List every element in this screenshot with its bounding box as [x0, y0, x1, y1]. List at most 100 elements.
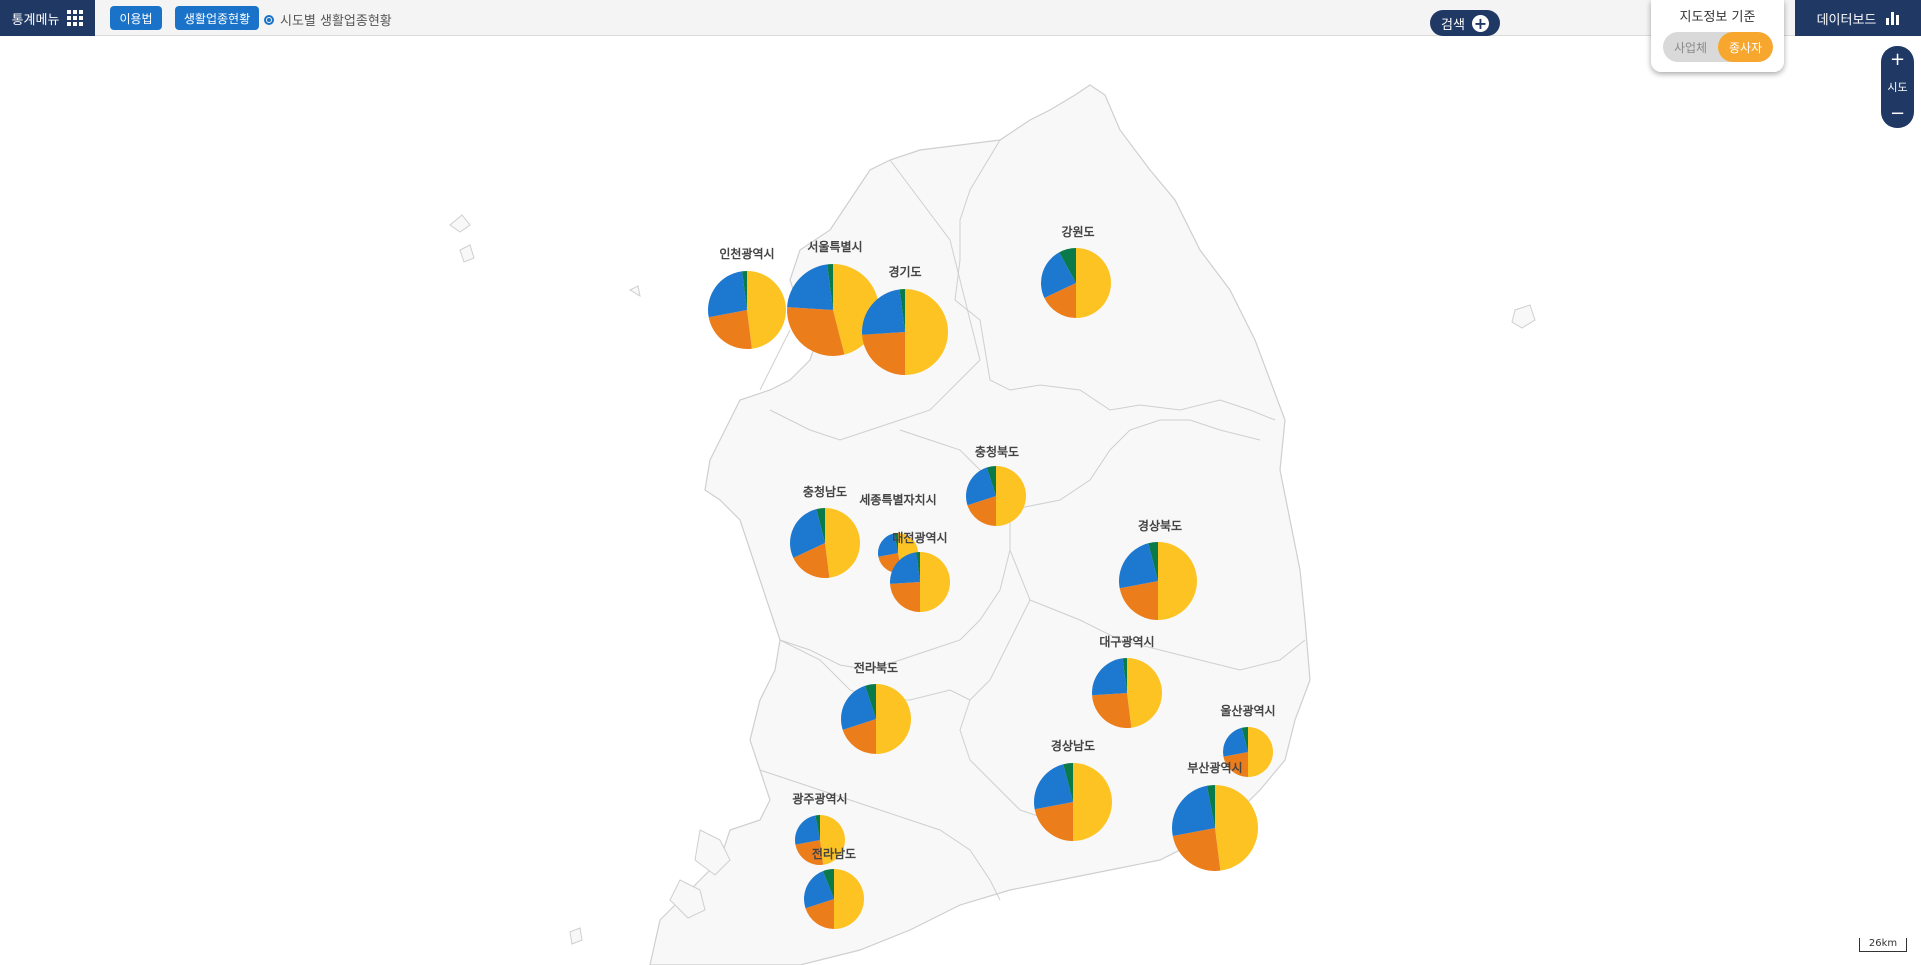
search-button[interactable]: 검색 +: [1430, 10, 1500, 36]
region-label: 대구광역시: [1099, 634, 1154, 649]
region-pie[interactable]: [1041, 248, 1111, 318]
pie-slice[interactable]: [742, 271, 747, 310]
zoom-control: + 시도 −: [1881, 46, 1914, 128]
dashboard-button[interactable]: 데이터보드: [1795, 0, 1921, 36]
pie-slice[interactable]: [827, 264, 833, 310]
pie-slice[interactable]: [805, 899, 834, 929]
pie-slice[interactable]: [862, 289, 905, 335]
basis-option-workers[interactable]: 종사자: [1718, 32, 1773, 62]
pie-slice[interactable]: [747, 271, 787, 349]
pie-slice[interactable]: [804, 871, 834, 909]
pie-slice[interactable]: [1223, 752, 1248, 777]
pie-slice[interactable]: [825, 508, 860, 578]
region-pie[interactable]: [708, 271, 787, 349]
region-pie[interactable]: [1034, 763, 1112, 841]
basis-toggle[interactable]: 사업체 종사자: [1663, 32, 1773, 62]
pie-slice[interactable]: [876, 684, 911, 754]
region-pie[interactable]: [1223, 727, 1273, 777]
pie-slice[interactable]: [1223, 727, 1248, 757]
pie-slice[interactable]: [1092, 693, 1132, 728]
pie-slice[interactable]: [1119, 543, 1158, 589]
region-pie[interactable]: [804, 869, 864, 929]
pie-slice[interactable]: [966, 467, 996, 506]
pie-slice[interactable]: [1092, 658, 1127, 696]
stats-menu-button[interactable]: 통계메뉴: [0, 0, 95, 36]
pie-slice[interactable]: [890, 582, 920, 612]
zoom-in-button[interactable]: +: [1889, 49, 1906, 70]
region-pie[interactable]: [1119, 542, 1197, 620]
pie-slice[interactable]: [878, 533, 898, 557]
region-label: 세종특별자치시: [859, 492, 936, 507]
region-label: 충청남도: [803, 484, 847, 499]
pie-slice[interactable]: [708, 271, 747, 318]
breadcrumb-label: 시도별 생활업종현황: [280, 14, 392, 29]
region-pie[interactable]: [840, 684, 911, 754]
map-basis-panel: 지도정보 기준 사업체 종사자: [1651, 0, 1784, 72]
pie-slice[interactable]: [1127, 658, 1163, 728]
plus-circle-icon: +: [1471, 13, 1489, 33]
zoom-out-button[interactable]: −: [1889, 103, 1906, 124]
pie-slice[interactable]: [842, 719, 876, 754]
region-pie[interactable]: [1172, 785, 1258, 871]
pie-slice[interactable]: [787, 307, 845, 357]
pie-slice[interactable]: [708, 310, 752, 349]
pie-slice[interactable]: [790, 509, 825, 558]
region-label: 울산광역시: [1220, 703, 1275, 718]
pie-slice[interactable]: [1206, 785, 1215, 828]
pie-slice[interactable]: [865, 684, 876, 719]
pie-slice[interactable]: [816, 508, 825, 543]
pie-slice[interactable]: [793, 543, 830, 578]
pie-slice[interactable]: [1063, 763, 1073, 802]
pie-slice[interactable]: [787, 264, 833, 310]
pie-slice[interactable]: [967, 496, 996, 526]
pie-slice[interactable]: [899, 289, 905, 332]
status-button[interactable]: 생활업종현황: [175, 6, 259, 30]
basis-title: 지도정보 기준: [1679, 10, 1756, 25]
pie-slice[interactable]: [1059, 248, 1076, 283]
pie-slice[interactable]: [795, 840, 824, 865]
region-pie[interactable]: [890, 552, 950, 612]
pie-slice[interactable]: [1215, 785, 1258, 871]
region-pie[interactable]: [862, 289, 948, 375]
pie-slice[interactable]: [815, 815, 820, 840]
pie-slice[interactable]: [986, 466, 996, 496]
pie-slice[interactable]: [1119, 581, 1158, 620]
pie-slice[interactable]: [1076, 248, 1111, 318]
pie-slice[interactable]: [840, 685, 876, 730]
region-pie[interactable]: [790, 508, 860, 578]
pie-slice[interactable]: [996, 466, 1026, 526]
pie-slice[interactable]: [1172, 828, 1221, 871]
region-pie[interactable]: [966, 466, 1026, 526]
pie-slice[interactable]: [1073, 763, 1112, 841]
pie-slice[interactable]: [916, 552, 920, 582]
pie-slice[interactable]: [795, 815, 820, 845]
pie-slice[interactable]: [1158, 542, 1197, 620]
pie-slice[interactable]: [920, 552, 950, 612]
zoom-level-label: 시도: [1887, 81, 1908, 94]
pie-slice[interactable]: [894, 533, 898, 553]
pie-slice[interactable]: [1044, 283, 1076, 318]
basis-option-business[interactable]: 사업체: [1673, 40, 1708, 55]
pie-slice[interactable]: [1248, 727, 1273, 777]
pie-slice[interactable]: [890, 552, 920, 584]
pie-slice[interactable]: [1148, 542, 1158, 581]
region-pie[interactable]: [795, 815, 845, 865]
pie-slice[interactable]: [834, 869, 864, 929]
pie-slice[interactable]: [1034, 764, 1073, 810]
pie-slice[interactable]: [862, 332, 905, 375]
pie-slice[interactable]: [820, 815, 845, 865]
search-label: 검색: [1441, 17, 1465, 33]
pie-slice[interactable]: [1041, 252, 1076, 298]
pie-slice[interactable]: [1034, 802, 1073, 841]
breadcrumb: 시도별 생활업종현황: [264, 10, 392, 29]
pie-slice[interactable]: [1241, 727, 1248, 752]
howto-button[interactable]: 이용법: [110, 6, 162, 30]
region-label: 충청북도: [975, 444, 1019, 459]
region-pie[interactable]: [1092, 658, 1163, 728]
pie-slice[interactable]: [1172, 785, 1215, 837]
pie-slice[interactable]: [905, 289, 948, 375]
pie-slice[interactable]: [822, 869, 834, 899]
pie-slice[interactable]: [1122, 658, 1127, 693]
